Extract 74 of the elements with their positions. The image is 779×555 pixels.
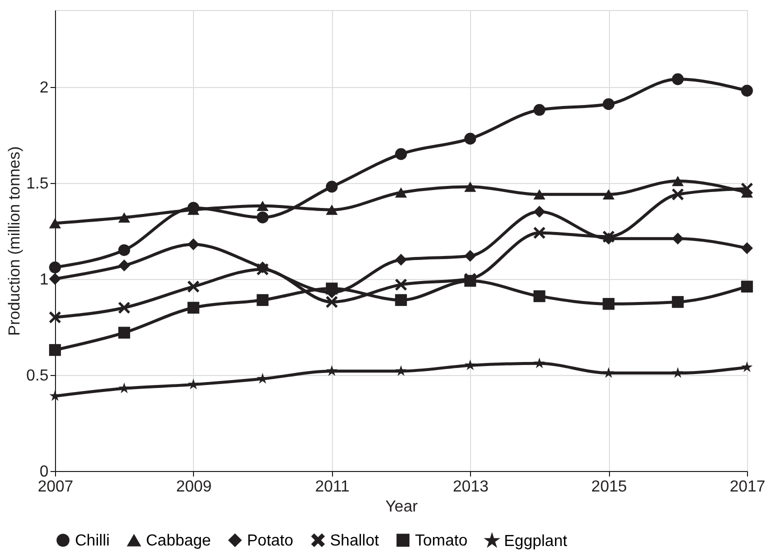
point	[533, 189, 546, 200]
point	[118, 382, 130, 394]
point	[49, 218, 61, 228]
y-tick-label: 1	[40, 271, 49, 288]
legend-label: Chilli	[75, 532, 110, 550]
point	[602, 298, 615, 310]
x-tick-label: 2017	[730, 478, 766, 496]
point	[741, 182, 753, 195]
point	[188, 378, 200, 390]
point	[256, 212, 269, 224]
point	[49, 311, 61, 324]
point	[118, 260, 130, 272]
point	[49, 273, 61, 285]
point	[602, 98, 615, 110]
point	[464, 132, 476, 145]
point	[534, 358, 546, 368]
point	[672, 73, 684, 86]
point	[118, 326, 130, 339]
point	[187, 302, 200, 314]
point	[395, 365, 407, 376]
point	[672, 232, 684, 244]
point	[395, 254, 407, 266]
point	[395, 148, 407, 160]
point	[533, 226, 546, 239]
point	[326, 296, 338, 308]
point	[118, 244, 130, 256]
point	[49, 390, 61, 401]
x-tick-label: 2009	[176, 478, 212, 496]
legend-label: Eggplant	[504, 532, 568, 550]
point	[602, 367, 614, 378]
point	[395, 278, 407, 291]
point	[326, 180, 338, 193]
y-axis-title: Production (million tonnes)	[6, 146, 24, 336]
point	[395, 187, 407, 198]
point	[672, 176, 684, 186]
point	[741, 280, 753, 293]
x-tick-label: 2013	[452, 478, 489, 496]
point	[533, 104, 546, 116]
point	[118, 212, 130, 223]
y-tick-label: 0	[40, 464, 49, 480]
point	[256, 294, 269, 306]
point	[118, 302, 130, 314]
point	[741, 84, 753, 97]
point	[395, 294, 407, 306]
point	[672, 367, 684, 378]
point	[533, 290, 546, 302]
legend-label: Tomato	[415, 532, 468, 550]
point	[464, 250, 476, 262]
point	[533, 206, 546, 218]
point	[187, 280, 200, 293]
y-tick-label: 1.5	[26, 175, 49, 192]
x-tick-label: 2011	[315, 478, 350, 496]
point	[672, 188, 684, 200]
point	[49, 344, 61, 356]
point	[741, 242, 753, 254]
point	[256, 200, 269, 212]
point	[464, 182, 476, 192]
y-tick-label: 2	[40, 79, 49, 96]
point	[49, 261, 61, 274]
point	[326, 365, 338, 376]
point	[741, 361, 753, 372]
legend-label: Shallot	[330, 532, 380, 550]
x-tick-label: 2007	[38, 478, 74, 496]
point	[464, 359, 476, 370]
point	[326, 282, 338, 294]
x-axis-title: Year	[385, 498, 418, 516]
legend-label: Cabbage	[146, 532, 212, 550]
point	[187, 238, 200, 250]
legend-label: Potato	[247, 532, 294, 550]
point	[672, 296, 684, 308]
point	[326, 204, 338, 215]
point	[602, 189, 615, 200]
x-tick-label: 2015	[591, 478, 627, 496]
y-tick-label: 0.5	[26, 367, 49, 384]
